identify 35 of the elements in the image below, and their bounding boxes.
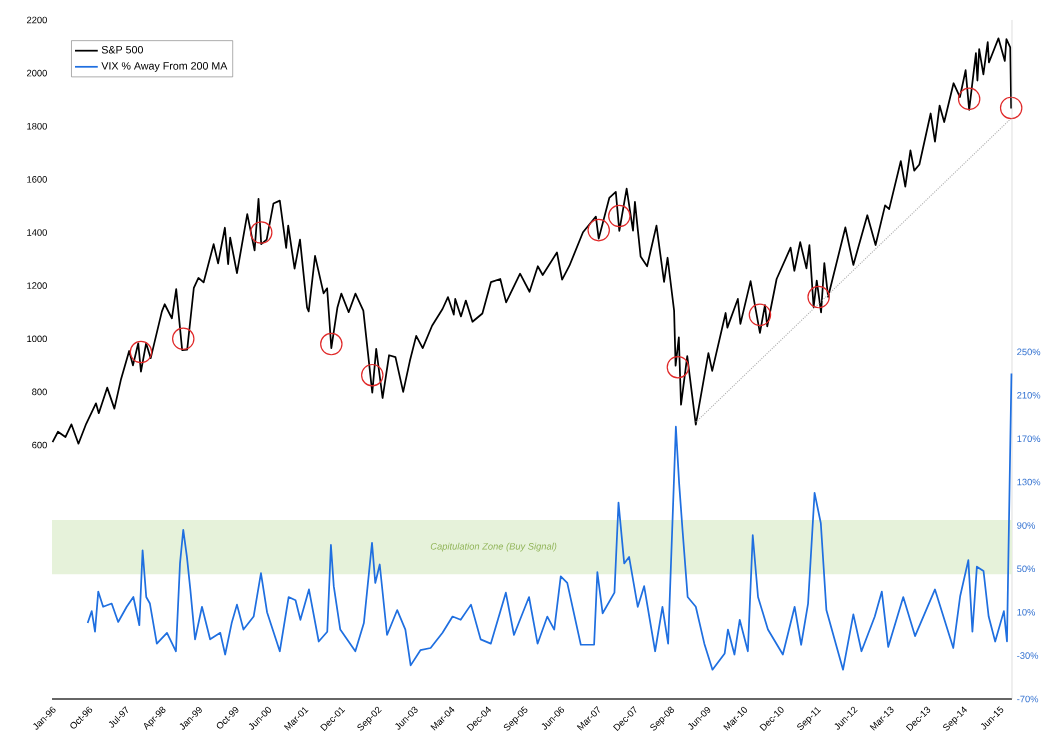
point (957, 87, 981, 111)
band-label: Capitulation Zone (Buy Signal) (430, 542, 557, 552)
y-tick-label: 600 (32, 441, 47, 449)
y-tick-label: 800 (32, 388, 47, 396)
y2-tick-label: 130% (1017, 478, 1041, 486)
y2-tick-label: 50% (1017, 565, 1036, 573)
y2-tick-label: 210% (1017, 391, 1041, 399)
y-tick-label: 2200 (26, 16, 47, 24)
y2-tick-label: -30% (1017, 652, 1039, 659)
y-tick-label: 1400 (27, 229, 47, 236)
point (129, 340, 153, 364)
point (748, 303, 772, 327)
point (666, 355, 690, 379)
y-tick-label: 1800 (27, 122, 47, 130)
point (608, 204, 631, 228)
point (999, 96, 1023, 120)
legend-label: S&P 500 (101, 45, 143, 54)
point (587, 218, 610, 242)
y2-tick-label: 10% (1017, 608, 1036, 616)
point (807, 285, 830, 309)
legend-label: VIX % Away From 200 MA (101, 62, 228, 72)
y2-tick-label: 170% (1017, 435, 1041, 442)
line-series (51, 37, 1013, 445)
y2-tick-label: -70% (1017, 695, 1039, 703)
line-series (86, 372, 1013, 671)
y-tick-label: 1600 (27, 176, 47, 183)
y-tick-label: 1000 (27, 335, 47, 343)
point (249, 221, 273, 244)
point (171, 327, 195, 351)
y-tick-label: 2000 (26, 69, 47, 77)
point (361, 363, 384, 387)
y2-tick-label: 250% (1017, 348, 1041, 356)
y2-tick-label: 90% (1017, 522, 1036, 529)
point (320, 332, 343, 356)
y-tick-label: 1200 (27, 282, 47, 289)
